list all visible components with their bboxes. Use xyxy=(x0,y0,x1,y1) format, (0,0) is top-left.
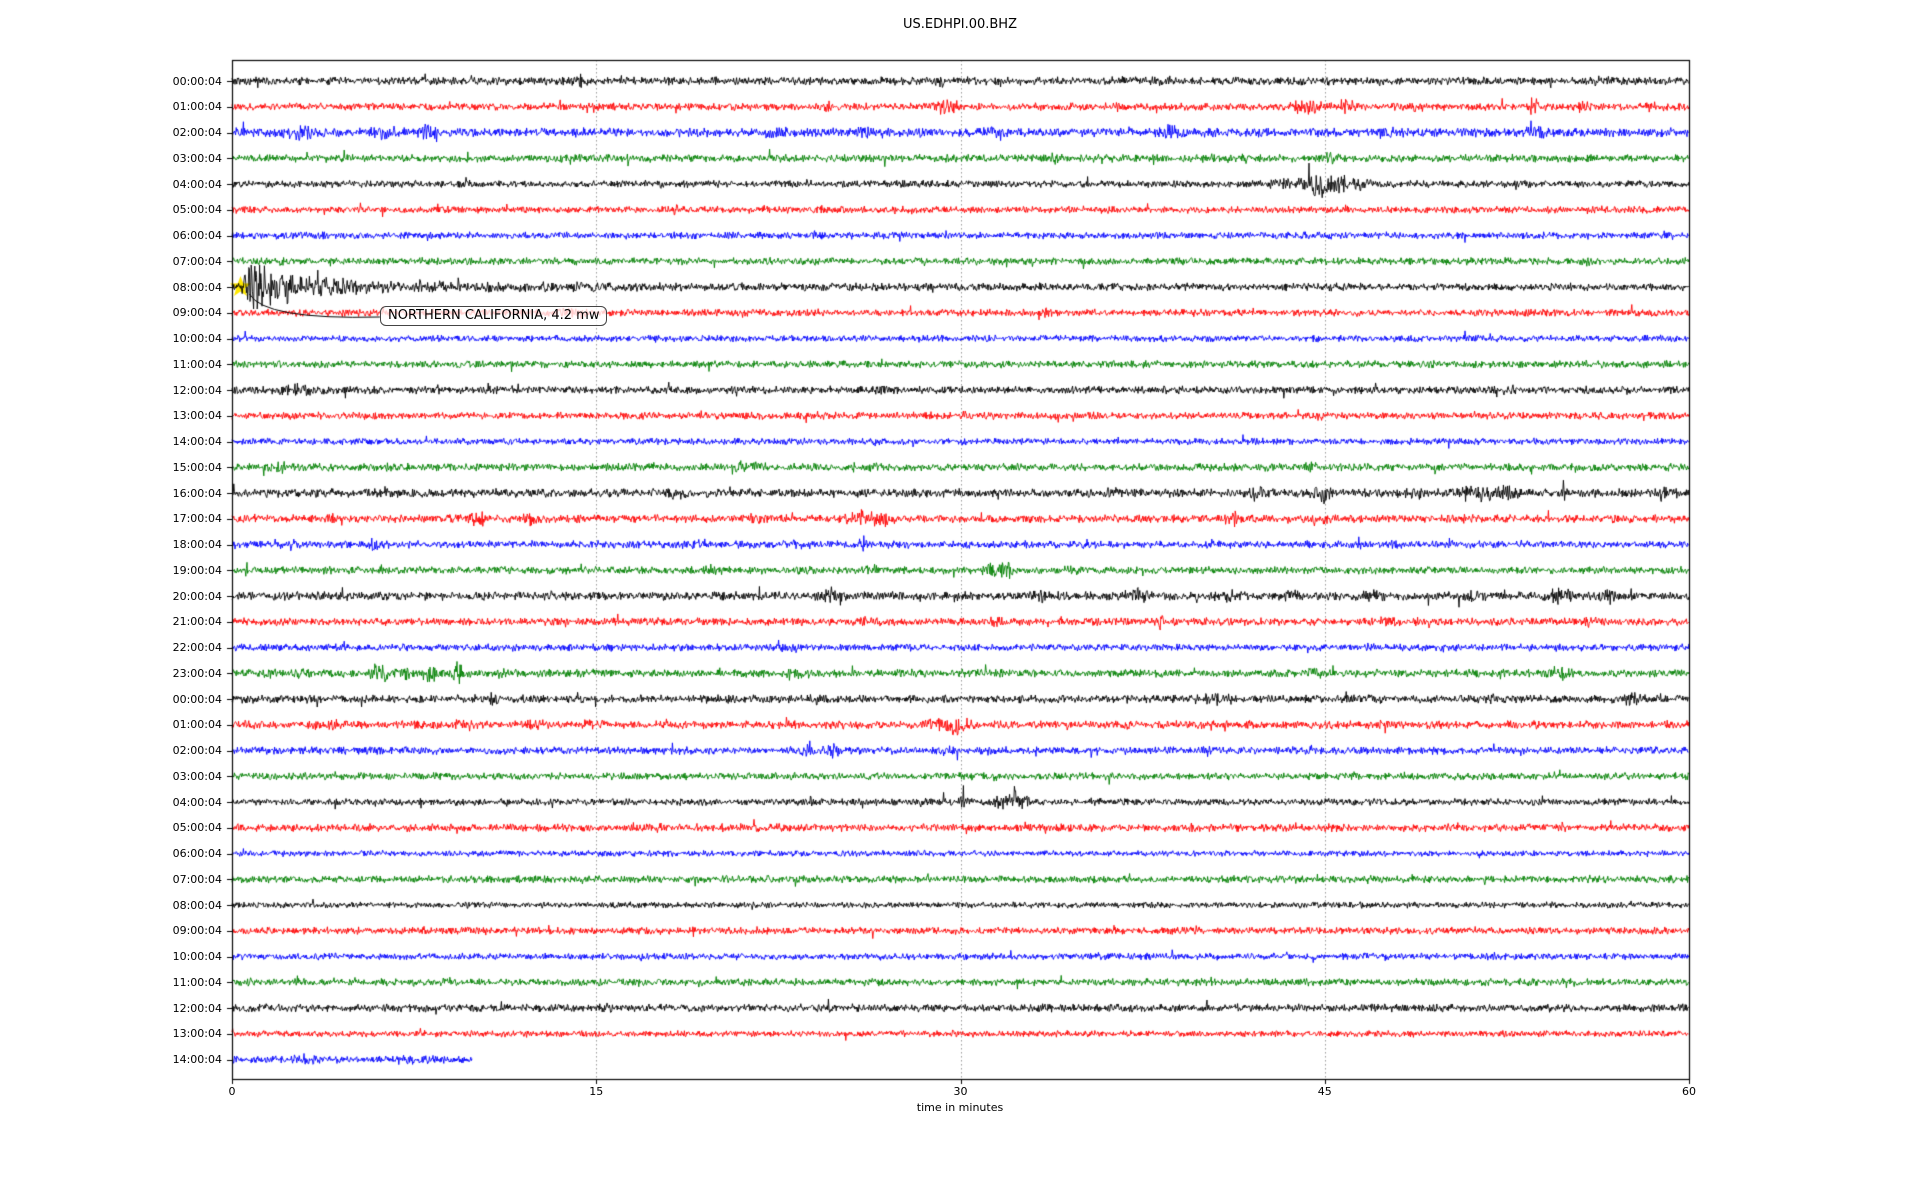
row-label: 07:00:04 xyxy=(172,872,222,886)
row-label: 14:00:04 xyxy=(172,1053,222,1066)
row-label: 22:00:04 xyxy=(172,641,222,654)
row-label: 00:00:04 xyxy=(172,692,222,706)
x-tick-label: 45 xyxy=(1317,1085,1332,1098)
row-label: 13:00:04 xyxy=(172,1027,222,1041)
row-label: 02:00:04 xyxy=(172,126,222,139)
x-axis-label: time in minutes xyxy=(916,1101,1004,1114)
row-label: 14:00:04 xyxy=(172,435,222,448)
row-label: 05:00:04 xyxy=(172,203,222,217)
row-label: 12:00:04 xyxy=(172,383,222,397)
row-label: 11:00:04 xyxy=(172,975,222,989)
row-label: 11:00:04 xyxy=(172,357,222,371)
row-label: 18:00:04 xyxy=(172,538,222,551)
row-label: 05:00:04 xyxy=(172,821,222,835)
x-tick-label: 0 xyxy=(228,1085,236,1098)
row-label: 19:00:04 xyxy=(172,563,222,577)
row-label: 08:00:04 xyxy=(172,280,222,294)
row-label: 10:00:04 xyxy=(172,950,222,963)
row-label: 15:00:04 xyxy=(172,460,222,474)
row-label: 04:00:04 xyxy=(172,795,222,809)
row-label: 04:00:04 xyxy=(172,177,222,191)
row-label: 17:00:04 xyxy=(172,512,222,526)
row-label: 02:00:04 xyxy=(172,744,222,757)
plot-title: US.EDHPI.00.BHZ xyxy=(903,17,1017,32)
row-label: 21:00:04 xyxy=(172,615,222,629)
row-label: 08:00:04 xyxy=(172,898,222,912)
row-label: 00:00:04 xyxy=(172,74,222,88)
row-label: 09:00:04 xyxy=(172,924,222,938)
row-label: 03:00:04 xyxy=(172,769,222,783)
row-label: 10:00:04 xyxy=(172,332,222,345)
row-label: 20:00:04 xyxy=(172,589,222,603)
row-label: 01:00:04 xyxy=(172,100,222,114)
row-label: 01:00:04 xyxy=(172,718,222,732)
event-annotation: NORTHERN CALIFORNIA, 4.2 mw xyxy=(380,306,608,326)
x-tick-label: 60 xyxy=(1682,1085,1696,1098)
row-label: 06:00:04 xyxy=(172,229,222,242)
row-label: 12:00:04 xyxy=(172,1001,222,1015)
x-tick-label: 30 xyxy=(953,1085,968,1098)
row-label: 09:00:04 xyxy=(172,306,222,320)
row-label: 23:00:04 xyxy=(172,666,222,680)
row-label: 06:00:04 xyxy=(172,847,222,860)
x-tick-label: 15 xyxy=(589,1085,604,1098)
row-label: 16:00:04 xyxy=(172,486,222,500)
row-label: 13:00:04 xyxy=(172,409,222,423)
row-label: 07:00:04 xyxy=(172,254,222,268)
row-label: 03:00:04 xyxy=(172,151,222,165)
